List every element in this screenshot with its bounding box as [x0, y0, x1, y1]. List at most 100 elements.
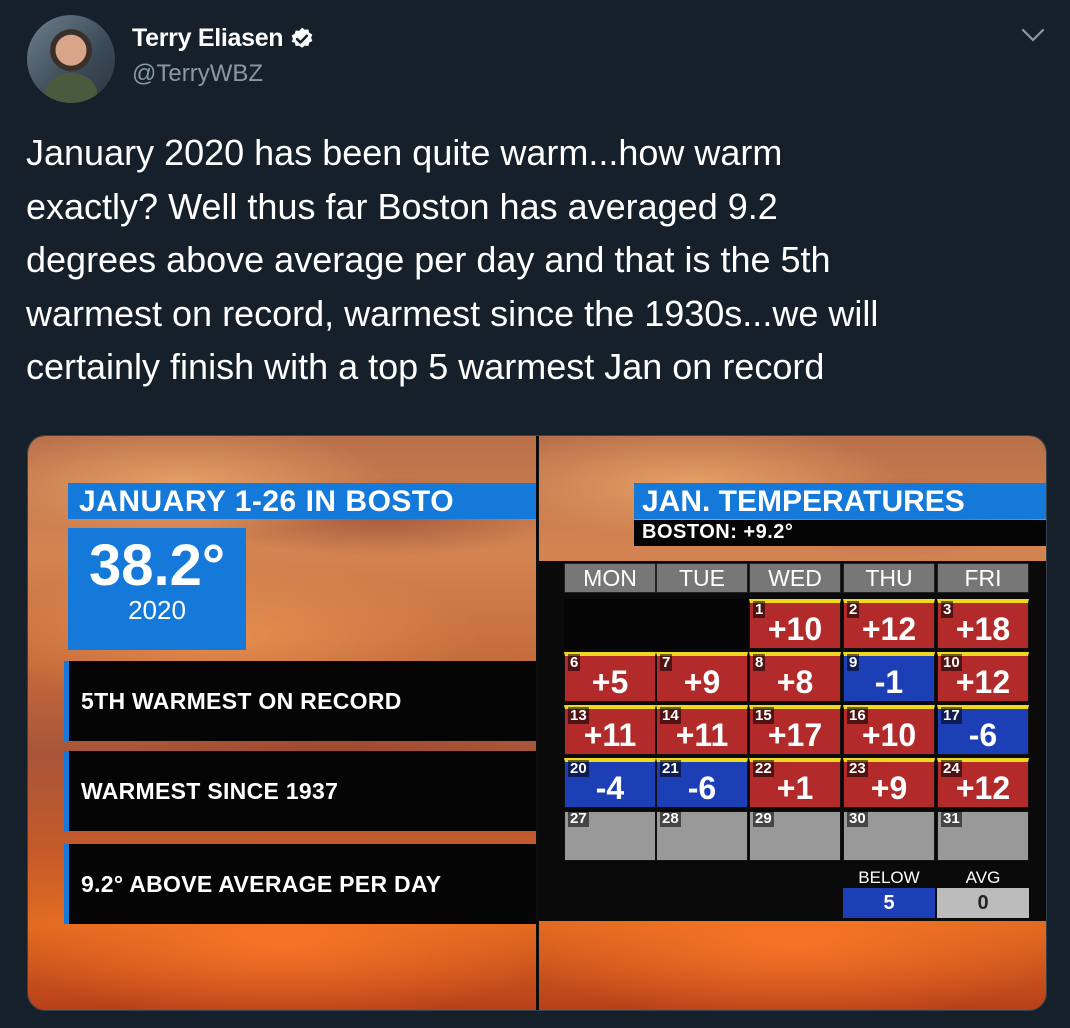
calendar-day-cell: 9 -1: [843, 652, 935, 702]
right-subtitle: BOSTON: +9.2°: [642, 521, 794, 543]
calendar-day-number: 20: [568, 760, 589, 777]
calendar-day-number: 21: [660, 760, 681, 777]
temperature-departure: +11: [675, 717, 729, 753]
calendar-day-cell: 28: [656, 810, 748, 861]
calendar-day-cell: 24 +12: [937, 758, 1029, 808]
media-image-right[interactable]: JAN. TEMPERATURES BOSTON: +9.2° MON TUE WE…: [539, 436, 1046, 1010]
author-row: Terry Eliasen: [132, 24, 315, 53]
calendar-day-number: 6: [568, 654, 581, 671]
temperature-departure: +17: [767, 717, 823, 753]
legend-count: 5: [843, 888, 935, 918]
temperature-departure: +10: [767, 611, 823, 647]
calendar-day-cell: [564, 599, 656, 649]
calendar-day-number: 8: [753, 654, 766, 671]
calendar-day-number: 1: [753, 601, 766, 618]
calendar-day-cell: 3 +18: [937, 599, 1029, 649]
temperature-departure: +5: [591, 664, 629, 700]
day-header-label: TUE: [679, 565, 725, 591]
average-temp-box: 38.2° 2020: [68, 528, 246, 650]
calendar-day-number: 29: [753, 810, 774, 827]
temperature-departure: +10: [861, 717, 917, 753]
calendar-day-number: 7: [660, 654, 673, 671]
temperature-departure: -6: [687, 770, 717, 806]
calendar-day-cell: 8 +8: [749, 652, 841, 702]
author-name[interactable]: Terry Eliasen: [132, 24, 284, 52]
temperature-departure: +8: [776, 664, 814, 700]
calendar-day-cell: 17 -6: [937, 705, 1029, 755]
fact-text: WARMEST SINCE 1937: [81, 778, 339, 804]
calendar-day-number: 22: [753, 760, 774, 777]
avatar[interactable]: [27, 15, 115, 103]
calendar-day-number: 23: [847, 760, 868, 777]
chevron-down-icon[interactable]: [1020, 26, 1046, 44]
verified-badge-icon: [291, 27, 313, 48]
day-header: MON: [564, 563, 656, 593]
calendar-day-cell: 22 +1: [749, 758, 841, 808]
day-header-label: MON: [583, 565, 637, 591]
tweet-media[interactable]: JANUARY 1-26 IN BOSTO 38.2° 2020 5TH WAR…: [27, 435, 1047, 1011]
temperature-departure: -6: [968, 717, 998, 753]
average-temp-year: 2020: [128, 595, 186, 625]
calendar-day-number: 27: [568, 810, 589, 827]
right-title-bar: JAN. TEMPERATURES: [634, 483, 1046, 519]
tweet-line: January 2020 has been quite warm...how w…: [26, 132, 783, 173]
calendar-day-cell: 7 +9: [656, 652, 748, 702]
calendar-day-cell: [656, 599, 748, 649]
temperature-departure: +12: [955, 770, 1011, 806]
temperature-departure: +12: [955, 664, 1011, 700]
calendar-day-cell: 31: [937, 810, 1029, 861]
calendar-day-cell: 23 +9: [843, 758, 935, 808]
temperature-departure: +9: [870, 770, 908, 806]
calendar-day-number: 14: [660, 707, 681, 724]
temperature-departure: +11: [583, 717, 637, 753]
left-title-bar: JANUARY 1-26 IN BOSTO: [68, 483, 536, 519]
calendar-day-cell: 2 +12: [843, 599, 935, 649]
calendar-day-cell: 1 +10: [749, 599, 841, 649]
calendar-day-cell: 13 +11: [564, 705, 656, 755]
temperature-departure: +18: [955, 611, 1011, 647]
calendar-day-cell: 21 -6: [656, 758, 748, 808]
legend-label: AVG: [965, 868, 1001, 887]
calendar-day-number: 31: [941, 810, 962, 827]
calendar-day-cell: 29: [749, 810, 841, 861]
calendar-day-number: 24: [941, 760, 962, 777]
temperature-departure: -1: [874, 664, 904, 700]
tweet-line: warmest on record, warmest since the 193…: [26, 292, 879, 334]
legend-label: BELOW: [858, 868, 920, 887]
calendar-day-number: 15: [753, 707, 774, 724]
fact-text: 5TH WARMEST ON RECORD: [81, 688, 402, 714]
left-title: JANUARY 1-26 IN BOSTO: [79, 485, 455, 518]
right-subtitle-bar: BOSTON: +9.2°: [634, 520, 1046, 546]
calendar-day-cell: 20 -4: [564, 758, 656, 808]
calendar-day-number: 2: [847, 601, 860, 618]
media-divider: [536, 436, 539, 1010]
calendar-day-number: 3: [941, 601, 954, 618]
calendar-day-number: 16: [847, 707, 868, 724]
calendar-day-number: 13: [568, 707, 589, 724]
calendar-day-cell: 14 +11: [656, 705, 748, 755]
average-temp-value: 38.2°: [88, 533, 226, 598]
day-header-label: WED: [768, 565, 822, 591]
temperature-departure: -4: [595, 770, 625, 806]
calendar-day-number: 28: [660, 810, 681, 827]
day-header-label: THU: [865, 565, 913, 591]
fact-bar: WARMEST SINCE 1937: [64, 751, 536, 831]
tweet-line: degrees above average per day and that i…: [26, 239, 831, 280]
calendar-day-cell: 15 +17: [749, 705, 841, 755]
day-header: THU: [843, 563, 935, 593]
fact-bar: 5TH WARMEST ON RECORD: [64, 661, 536, 741]
day-header: FRI: [937, 563, 1029, 593]
fact-text: 9.2° ABOVE AVERAGE PER DAY: [81, 871, 442, 897]
calendar-day-number: 17: [941, 707, 962, 724]
temperature-departure: +1: [776, 770, 814, 806]
calendar-day-cell: 27: [564, 810, 656, 861]
calendar-day-number: 30: [847, 810, 868, 827]
media-image-left[interactable]: JANUARY 1-26 IN BOSTO 38.2° 2020 5TH WAR…: [28, 436, 536, 1010]
fact-bar: 9.2° ABOVE AVERAGE PER DAY: [64, 844, 536, 924]
calendar-day-number: 9: [847, 654, 860, 671]
right-title: JAN. TEMPERATURES: [642, 485, 965, 518]
calendar-day-cell: 30: [843, 810, 935, 861]
calendar-day-cell: 6 +5: [564, 652, 656, 702]
author-handle[interactable]: @TerryWBZ: [132, 60, 264, 87]
tweet-text: January 2020 has been quite warm...how w…: [26, 126, 1036, 394]
